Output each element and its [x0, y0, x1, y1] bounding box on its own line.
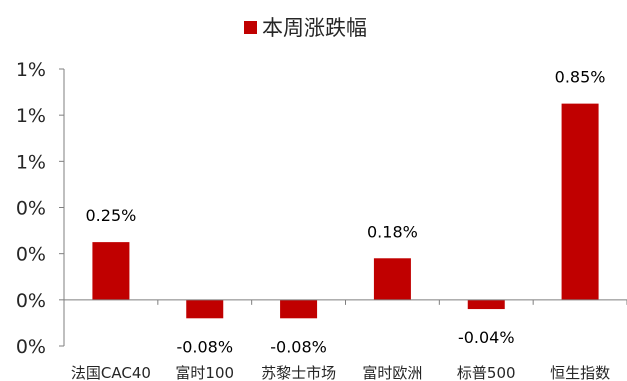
y-tick-label: 0% [16, 198, 46, 220]
bars [92, 103, 599, 319]
data-label: -0.04% [458, 328, 515, 347]
data-label: 0.85% [555, 68, 606, 87]
x-axis: 法国CAC40 富时100 苏黎士市场 富时欧洲 标普500 恒生指数 [63, 299, 627, 381]
y-tick-label: 0% [16, 244, 46, 266]
x-category-label: 富时100 [175, 364, 234, 381]
bar [280, 299, 318, 319]
x-category-label: 恒生指数 [550, 364, 610, 381]
x-category-label: 标普500 [457, 364, 516, 381]
bar [92, 242, 130, 300]
y-tick-label: 1% [16, 59, 46, 81]
legend-label: 本周涨跌幅 [262, 16, 367, 40]
y-axis: 0% 0% 0% 0% 1% 1% 1% [16, 59, 65, 358]
data-label: 0.18% [367, 222, 418, 241]
y-tick-label: 0% [16, 336, 46, 358]
bar [186, 299, 224, 319]
y-tick-label: 0% [16, 290, 46, 312]
x-category-label: 法国CAC40 [71, 364, 151, 381]
bar [373, 258, 411, 300]
y-tick-label: 1% [16, 105, 46, 127]
y-tick-label: 1% [16, 151, 46, 173]
x-category-label: 苏黎士市场 [261, 364, 336, 381]
bar [467, 299, 505, 310]
data-label: -0.08% [270, 337, 327, 356]
bar [561, 103, 599, 300]
legend-swatch [244, 21, 257, 34]
data-labels: 0.25% -0.08% -0.08% 0.18% -0.04% 0.85% [86, 68, 606, 357]
x-category-label: 富时欧洲 [362, 364, 422, 381]
legend: 本周涨跌幅 [244, 16, 367, 40]
data-label: 0.25% [86, 206, 137, 225]
data-label: -0.08% [176, 337, 233, 356]
